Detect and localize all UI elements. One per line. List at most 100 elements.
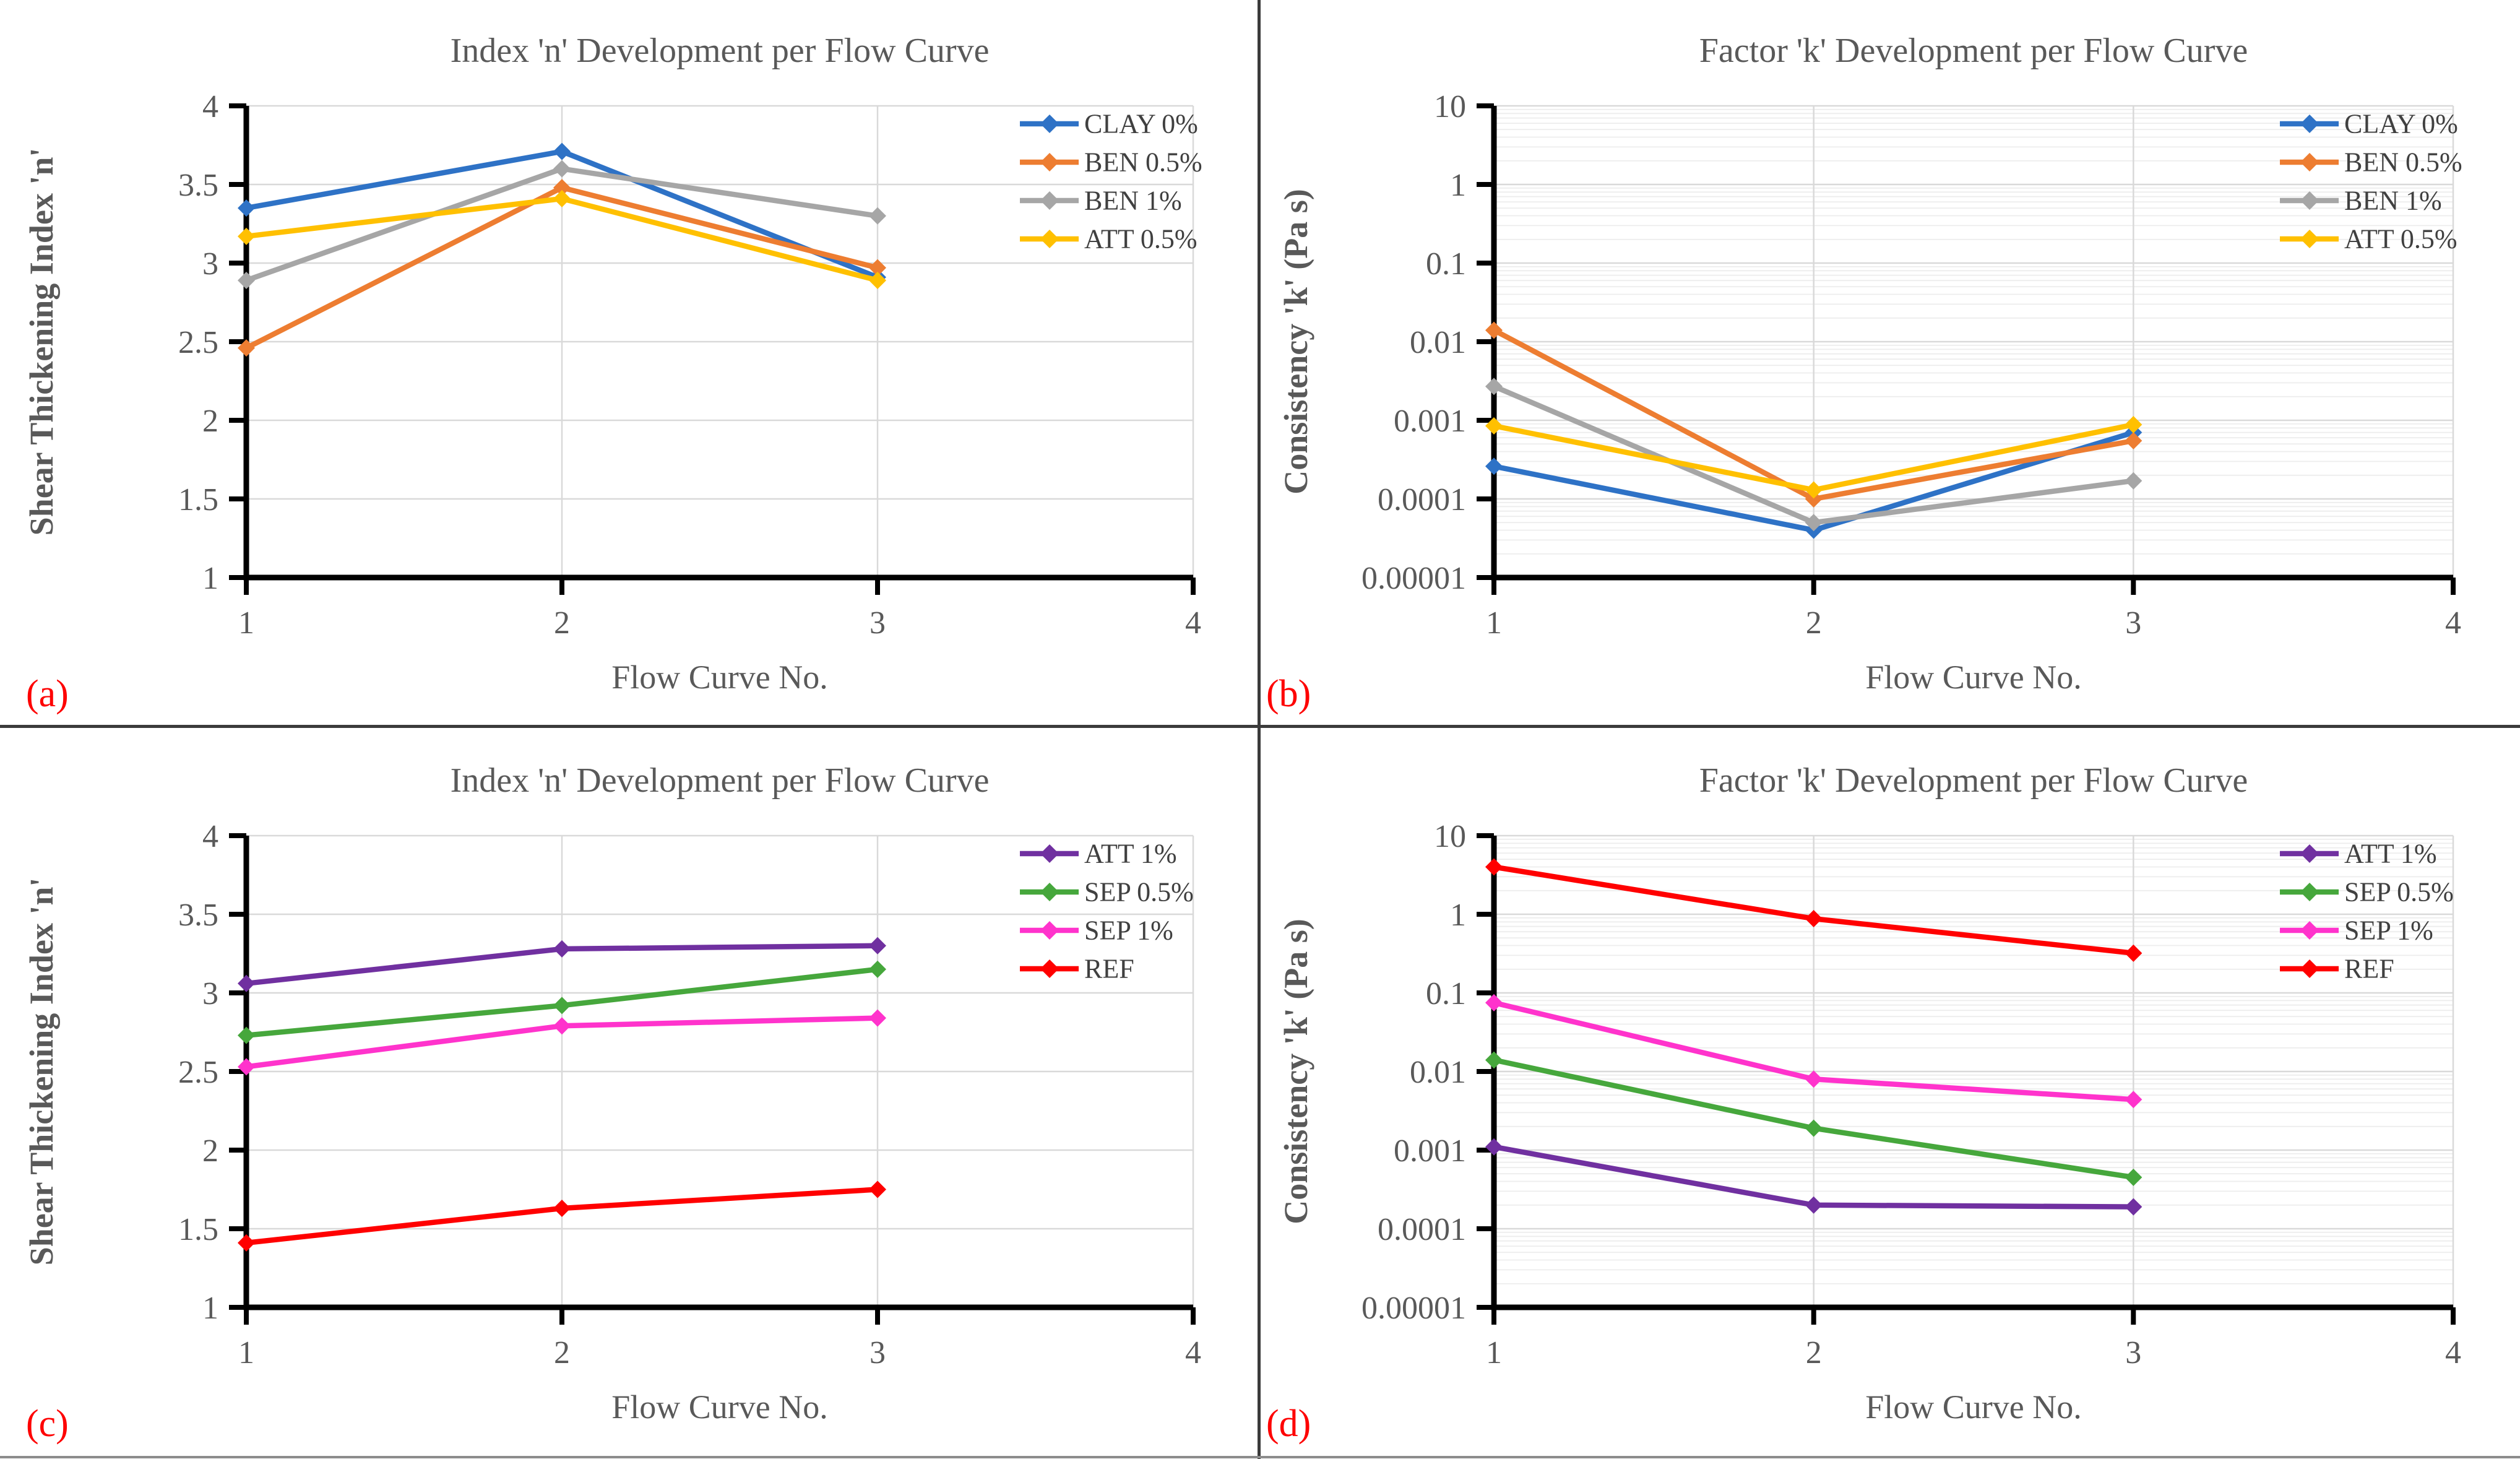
legend-label-sep-0-5: SEP 0.5% <box>1084 877 1194 907</box>
legend-marker-sep-0-5 <box>2300 883 2319 901</box>
axes <box>1477 103 2456 595</box>
gridlines-major <box>1494 834 2454 1307</box>
series-ref <box>238 1180 886 1252</box>
x-tick-label: 3 <box>869 605 886 641</box>
series-marker-ref <box>1805 910 1823 928</box>
legend-marker-att-1 <box>1040 844 1059 863</box>
series-marker-att-0-5 <box>553 189 571 207</box>
series-marker-ben-0-5 <box>2125 431 2142 449</box>
legend-label-att-0-5: ATT 0.5% <box>1084 224 1197 254</box>
series-marker-ben-0-5 <box>1805 490 1823 508</box>
x-tick-label: 2 <box>1806 1335 1822 1370</box>
legend-marker-ben-0-5 <box>1040 153 1059 171</box>
series-att-1 <box>238 937 886 992</box>
x-axis-title: Flow Curve No. <box>611 659 828 696</box>
y-tick-label: 0.1 <box>1426 976 1466 1011</box>
series-marker-ref <box>869 1180 886 1198</box>
y-tick-label: 0.001 <box>1394 1133 1466 1169</box>
series-marker-att-1 <box>553 940 571 958</box>
x-tick-label: 4 <box>2445 605 2461 641</box>
series-ben-0-5 <box>238 179 886 357</box>
y-tick-labels: 4 3.5 3 2.5 2 1.5 1 <box>178 819 218 1326</box>
series-marker-ben-0-5 <box>238 339 255 357</box>
series-marker-sep-1 <box>1805 1070 1823 1088</box>
series-marker-ref <box>1485 858 1503 876</box>
x-tick-label: 3 <box>869 1335 886 1370</box>
legend-marker-ref <box>1040 959 1059 978</box>
legend-entry-ref: REF <box>2280 954 2394 984</box>
legend-entry-ref: REF <box>1020 954 1134 984</box>
x-tick-label: 4 <box>1185 605 1201 641</box>
legend-entry-att-1: ATT 1% <box>2280 839 2437 869</box>
y-tick-label: 0.00001 <box>1361 1291 1466 1326</box>
x-axis-title: Flow Curve No. <box>1865 1388 2082 1426</box>
axes <box>229 833 1196 1325</box>
series-marker-ben-1 <box>238 271 255 289</box>
y-tick-label: 3 <box>202 976 218 1011</box>
legend-label-ben-0-5: BEN 0.5% <box>1084 147 1202 178</box>
series-marker-att-0-5 <box>1805 481 1823 499</box>
x-tick-label: 1 <box>1486 1335 1502 1370</box>
legend-label-clay-0: CLAY 0% <box>1084 109 1198 139</box>
series-marker-att-1 <box>238 974 255 992</box>
y-tick-label: 0.0001 <box>1378 1212 1466 1247</box>
chart-title: Index 'n' Development per Flow Curve <box>451 32 990 70</box>
legend-label-sep-1: SEP 1% <box>1084 916 1173 946</box>
series-marker-att-0-5 <box>238 227 255 245</box>
panel-b: CLAY 0% BEN 0.5% BEN 1% ATT 0.5% Factor 'k' … <box>1260 0 2520 729</box>
legend-marker-sep-0-5 <box>1040 883 1059 901</box>
legend-marker-ben-0-5 <box>2300 153 2319 171</box>
y-tick-label: 0.1 <box>1426 246 1466 282</box>
panel-label-c: (c) <box>26 1403 69 1445</box>
panel-d: ATT 1% SEP 0.5% SEP 1% REF Factor 'k' Develo… <box>1260 730 2520 1459</box>
legend-entry-clay-0: CLAY 0% <box>2280 109 2458 139</box>
chart-index-n-top: CLAY 0% BEN 0.5% BEN 1% ATT 0.5% Index 'n' D… <box>23 32 1202 696</box>
y-tick-label: 1.5 <box>178 1212 218 1247</box>
legend-label-ref: REF <box>1084 954 1134 984</box>
legend-marker-att-1 <box>2300 844 2319 863</box>
x-tick-label: 2 <box>554 1335 570 1370</box>
series-marker-ben-1 <box>1485 378 1503 396</box>
chart-factor-k-top: CLAY 0% BEN 0.5% BEN 1% ATT 0.5% Factor 'k' … <box>1277 32 2462 696</box>
series-marker-sep-0-5 <box>869 960 886 978</box>
panel-label-d: (d) <box>1266 1403 1311 1445</box>
series-marker-sep-1 <box>238 1058 255 1076</box>
legend: CLAY 0% BEN 0.5% BEN 1% ATT 0.5% <box>1020 109 1202 254</box>
y-tick-label: 0.001 <box>1394 404 1466 439</box>
y-tick-label: 0.01 <box>1410 1055 1466 1090</box>
series-marker-ref <box>2125 944 2142 962</box>
series-sep-0-5 <box>238 960 886 1044</box>
y-tick-label: 4 <box>202 89 218 124</box>
y-tick-label: 2.5 <box>178 1055 218 1090</box>
gridlines-minor <box>1494 108 2453 555</box>
y-tick-label: 4 <box>202 819 218 854</box>
chart-title: Index 'n' Development per Flow Curve <box>451 761 990 800</box>
y-tick-label: 10 <box>1434 89 1466 124</box>
bottom-rule <box>0 1456 2520 1458</box>
series-att-1 <box>1485 1138 2142 1216</box>
x-tick-label: 1 <box>238 1335 254 1370</box>
y-tick-labels: 10 1 0.1 0.01 0.001 0.0001 0.00001 <box>1361 89 1466 596</box>
y-tick-label: 0.01 <box>1410 325 1466 360</box>
gridlines-major <box>246 834 1194 1307</box>
series-marker-att-1 <box>1805 1196 1823 1214</box>
series-marker-clay-0 <box>238 199 255 217</box>
x-axis-title: Flow Curve No. <box>1865 659 2082 696</box>
x-tick-label: 2 <box>1806 605 1822 641</box>
legend-label-sep-1: SEP 1% <box>2344 916 2433 946</box>
legend-marker-clay-0 <box>1040 115 1059 133</box>
panel-a: CLAY 0% BEN 0.5% BEN 1% ATT 0.5% Index 'n' D… <box>0 0 1260 729</box>
x-tick-label: 4 <box>2445 1335 2461 1370</box>
axes <box>229 103 1196 595</box>
series-marker-clay-0 <box>1485 457 1503 475</box>
y-tick-label: 3.5 <box>178 898 218 933</box>
x-tick-label: 1 <box>238 605 254 641</box>
y-tick-label: 1 <box>202 561 218 596</box>
series-marker-ben-0-5 <box>1485 321 1503 339</box>
series-marker-ben-1 <box>2125 472 2142 490</box>
panel-label-b: (b) <box>1266 673 1311 715</box>
legend-label-sep-0-5: SEP 0.5% <box>2344 877 2454 907</box>
series-sep-1 <box>1485 994 2142 1109</box>
y-tick-label: 3 <box>202 246 218 282</box>
y-tick-label: 0.00001 <box>1361 561 1466 596</box>
